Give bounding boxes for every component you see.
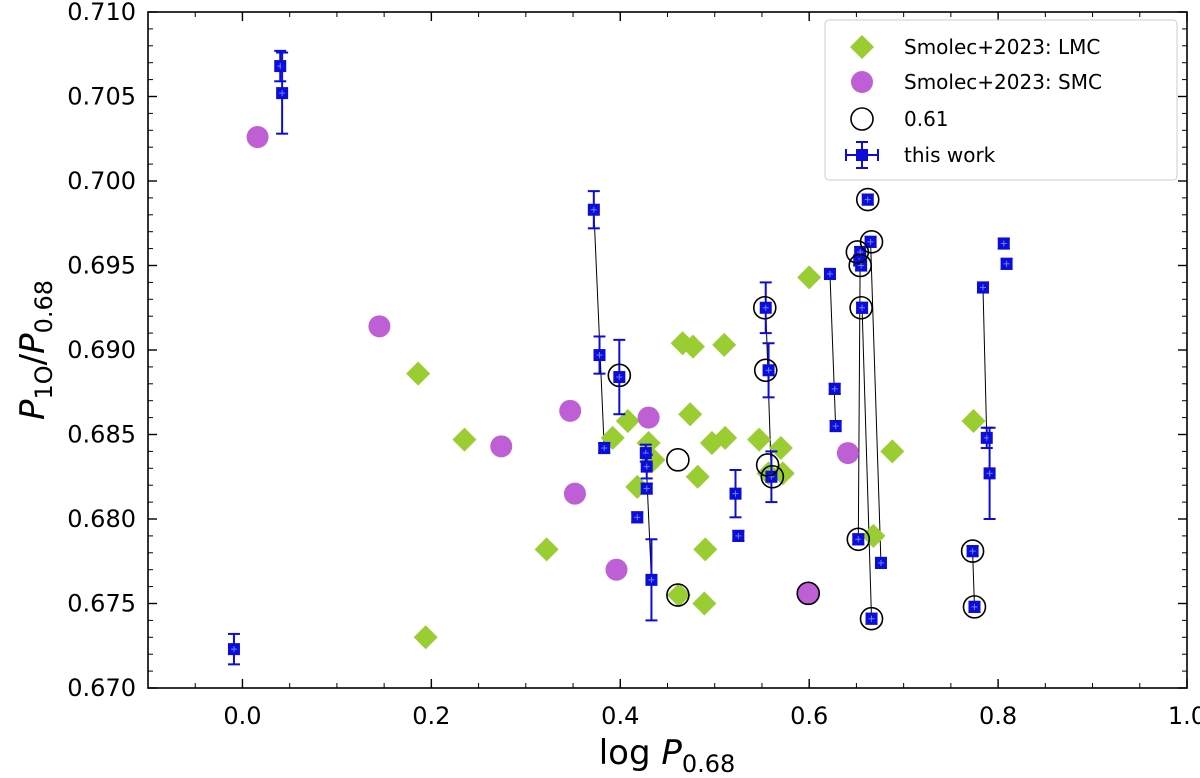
x-axis-label-sub: 0.68 (682, 750, 735, 778)
smc-point (368, 315, 391, 338)
ring-point (753, 358, 778, 383)
lmc-point (406, 361, 431, 386)
lmc-point (747, 427, 772, 452)
x-tick-label: 0.6 (790, 702, 828, 730)
ring-point (796, 581, 821, 606)
ring-point (760, 464, 785, 489)
legend-box (824, 19, 1178, 181)
connection-line (593, 209, 605, 449)
smc-point (836, 442, 859, 465)
connection-line (829, 273, 837, 427)
legend-circle-marker (851, 71, 873, 93)
axis-ticks: 0.0 0.2 0.4 0.6 0.8 1.0 0.670 0.675 0.680 0.685 0.… (67, 0, 1200, 730)
smc-point (559, 399, 582, 422)
x-axis-label-base: log (599, 733, 662, 773)
y-axis-label-num-sub: 1O (30, 365, 58, 399)
ring-point (962, 595, 987, 619)
lmc-point (681, 334, 706, 359)
legend: Smolec+2023: LMC Smolec+2023: SMC 0.61 t… (824, 19, 1178, 181)
lmc-point (685, 464, 710, 489)
ring-point (666, 448, 690, 472)
this-work-series (227, 49, 1013, 666)
ring-point (607, 363, 632, 388)
ring-point (960, 539, 985, 563)
x-tick-label: 1.0 (1168, 702, 1200, 730)
y-axis-label-den-sub: 0.68 (30, 280, 58, 333)
connection-line (870, 241, 882, 563)
lmc-point (678, 402, 703, 427)
ring-point (855, 187, 880, 212)
x-tick-label: 0.8 (979, 702, 1017, 730)
y-axis-label-num: P (13, 399, 53, 420)
ring-point (849, 295, 873, 320)
lmc-point (452, 427, 477, 452)
x-axis-label: log P0.68 (599, 733, 736, 778)
y-axis-label-den: P (13, 333, 53, 354)
legend-label-this-work: this work (904, 143, 996, 167)
lmc-point (413, 625, 438, 650)
y-axis-label-slash: / (13, 353, 53, 365)
lmc-point (534, 537, 559, 562)
smc-point (637, 406, 660, 429)
lmc-point (666, 583, 691, 608)
y-tick-label: 0.700 (67, 167, 136, 195)
legend-open-circle-marker (850, 107, 874, 131)
y-tick-label: 0.675 (67, 590, 136, 618)
legend-diamond-marker (850, 35, 874, 59)
lmc-point (693, 537, 718, 562)
ring-point (755, 453, 780, 477)
legend-item-lmc: Smolec+2023: LMC (850, 35, 1100, 59)
ring-series (607, 187, 987, 631)
y-tick-label: 0.705 (67, 83, 136, 111)
legend-label-lmc: Smolec+2023: LMC (904, 35, 1100, 59)
legend-item-ring: 0.61 (850, 107, 949, 131)
ring-point (846, 527, 871, 552)
lmc-point (713, 425, 738, 450)
plot-frame (147, 11, 1188, 689)
legend-item-this-work: this work (845, 141, 996, 169)
smc-point (605, 558, 628, 581)
lmc-point (692, 591, 717, 616)
x-tick-label: 0.0 (223, 702, 261, 730)
lmc-point (712, 332, 737, 357)
lmc-point (961, 408, 986, 433)
smc-series (246, 126, 859, 605)
connection-line (861, 307, 873, 619)
ring-point (848, 253, 872, 278)
smc-point (246, 126, 269, 149)
x-tick-label: 0.2 (412, 702, 450, 730)
y-axis-label: P1O/P0.68 (13, 280, 58, 420)
lmc-point (768, 436, 793, 461)
connection-line (857, 251, 861, 540)
smc-point (490, 435, 513, 458)
ring-point (859, 230, 884, 254)
x-axis-label-var: P (661, 733, 682, 773)
y-tick-label: 0.670 (67, 674, 136, 702)
lmc-point (797, 265, 822, 290)
y-tick-label: 0.695 (67, 252, 136, 280)
y-tick-label: 0.680 (67, 505, 136, 533)
ring-point (752, 295, 777, 320)
lmc-point (880, 439, 905, 464)
x-tick-label: 0.4 (601, 702, 639, 730)
legend-label-smc: Smolec+2023: SMC (904, 70, 1102, 94)
connection-line (982, 287, 988, 438)
legend-item-smc: Smolec+2023: SMC (851, 70, 1102, 94)
y-tick-label: 0.710 (67, 0, 136, 26)
smc-point (797, 582, 820, 605)
lmc-point (861, 523, 886, 548)
ring-point (666, 583, 690, 607)
connection-line (972, 551, 975, 607)
smc-point (563, 482, 586, 505)
ring-point (859, 606, 884, 631)
y-tick-label: 0.685 (67, 421, 136, 449)
legend-label-ring: 0.61 (904, 107, 949, 131)
legend-square-marker (856, 149, 868, 161)
y-tick-label: 0.690 (67, 336, 136, 364)
